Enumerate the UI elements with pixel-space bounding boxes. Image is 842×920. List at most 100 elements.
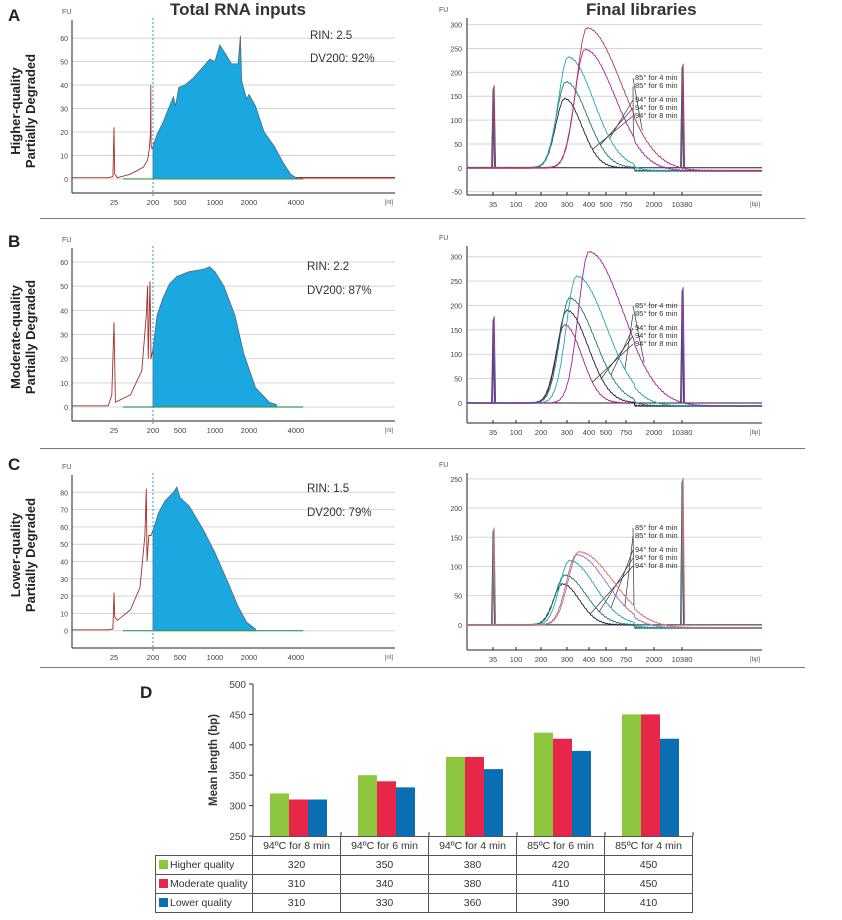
marker-peak [681,63,686,168]
table-corner [156,837,253,856]
separator [40,667,805,668]
mean-length-table: 94ºC for 8 min 94ºC for 6 min 94ºC for 4… [155,836,693,913]
left-column-title: Total RNA inputs [170,0,306,19]
x-tick-label: 200 [535,655,548,664]
series-label: 85° for 6 min [635,309,678,318]
x-tick-label: 500 [174,198,187,207]
library-trace [466,251,763,408]
y-tick-label: 150 [450,328,462,335]
y-axis-label: FU [439,462,448,469]
x-tick-label: 10380 [672,428,693,437]
series-label: 94° for 8 min [635,561,678,570]
legend-lower-quality: Lower quality [155,893,253,913]
x-tick-label: 2000 [241,426,258,435]
marker-peak [681,477,686,625]
table-cell: 410 [516,874,605,894]
x-tick-label: 400 [583,428,596,437]
bar-lower-quality [308,799,327,836]
x-tick-label: 100 [510,655,523,664]
y-tick-label: 150 [450,535,462,542]
rna-trace [72,84,154,179]
x-tick-label: 500 [600,200,613,209]
table-cell: 450 [604,874,693,894]
table-cell: 380 [428,855,517,875]
y-axis-label: FU [439,7,448,14]
legend-moderate-quality: Moderate quality [155,874,253,894]
x-unit-label: [nt] [385,428,394,434]
y-tick-label: 0 [458,401,462,408]
library-trace [466,553,763,629]
x-tick-label: 750 [620,655,633,664]
x-tick-label: 300 [561,428,574,437]
dv200-value-a: DV200: 92% [310,53,375,65]
legend-higher-quality: Higher quality [155,855,253,875]
library-trace [466,550,763,629]
y-tick-label: 0 [458,166,462,173]
y-tick-label: 100 [450,352,462,359]
x-tick-label: 35 [489,655,497,664]
leader-line [610,327,634,376]
legend-swatch [159,860,168,869]
leader-line [624,535,634,607]
y-tick-label: 100 [450,564,462,571]
y-tick-label: 200 [450,303,462,310]
y-tick-label: 20 [60,594,68,601]
table-header: 85ºC for 6 min [516,836,605,856]
table-cell: 450 [604,855,693,875]
series-label: 94° for 4 min [635,545,678,554]
y-tick-label: 50 [60,542,68,549]
y-tick-label: 0 [458,623,462,630]
x-tick-label: 10380 [672,200,693,209]
x-tick-label: 750 [620,200,633,209]
y-tick-label: 50 [454,142,462,149]
y-tick-label: 50 [60,284,68,291]
x-unit-label: [bp] [750,657,760,663]
series-label: 94° for 6 min [635,331,678,340]
y-tick-label: 250 [450,279,462,286]
marker-peak [492,85,497,168]
leader-line [624,313,634,370]
y-tick-label: 30 [60,577,68,584]
marker-peak [492,316,497,404]
table-cell: 310 [252,874,341,894]
bar-lower-quality [572,750,591,836]
x-unit-label: [bp] [750,202,760,208]
y-tick-label: 10 [60,381,68,388]
x-tick-label: 500 [600,428,613,437]
table-cell: 380 [428,874,517,894]
x-tick-label: 2000 [241,653,258,662]
table-cell: 360 [428,893,517,913]
leader-line [632,77,643,131]
x-unit-label: [bp] [750,430,760,436]
leader-line [610,549,634,608]
x-tick-label: 10380 [672,655,693,664]
leader-line [601,335,634,379]
table-header: 85ºC for 4 min [604,836,693,856]
x-tick-label: 2000 [241,198,258,207]
y-axis-label: FU [62,237,71,244]
panel-letter-c: C [8,455,21,474]
series-label: 85° for 4 min [635,523,678,532]
series-label: 85° for 6 min [635,531,678,540]
series-label: 85° for 4 min [635,73,678,82]
y-tick-label: 250 [450,47,462,54]
x-tick-label: 1000 [207,653,224,662]
bar-moderate-quality [553,738,572,836]
y-tick-label: 0 [64,629,68,636]
table-cell: 350 [340,855,429,875]
series-label: 94° for 8 min [635,111,678,120]
library-trace [466,275,763,408]
table-header-row: 94ºC for 8 min 94ºC for 6 min 94ºC for 4… [156,836,693,856]
panel-letter-b: B [8,232,21,251]
x-tick-label: 500 [174,653,187,662]
bar-higher-quality [534,732,553,836]
bar-lower-quality [396,787,415,836]
y-tick-label: 300 [450,255,462,262]
x-tick-label: 500 [600,655,613,664]
x-tick-label: 4000 [288,426,305,435]
y-tick-label: 60 [60,260,68,267]
y-tick-label: 400 [229,741,246,752]
bar-moderate-quality [465,756,484,836]
y-tick-label: 150 [450,94,462,101]
electropherogram-a-rna: FU 0 10 20 30 40 50 60 25 200 500 1000 2000 4000 [nt] [60,9,395,207]
